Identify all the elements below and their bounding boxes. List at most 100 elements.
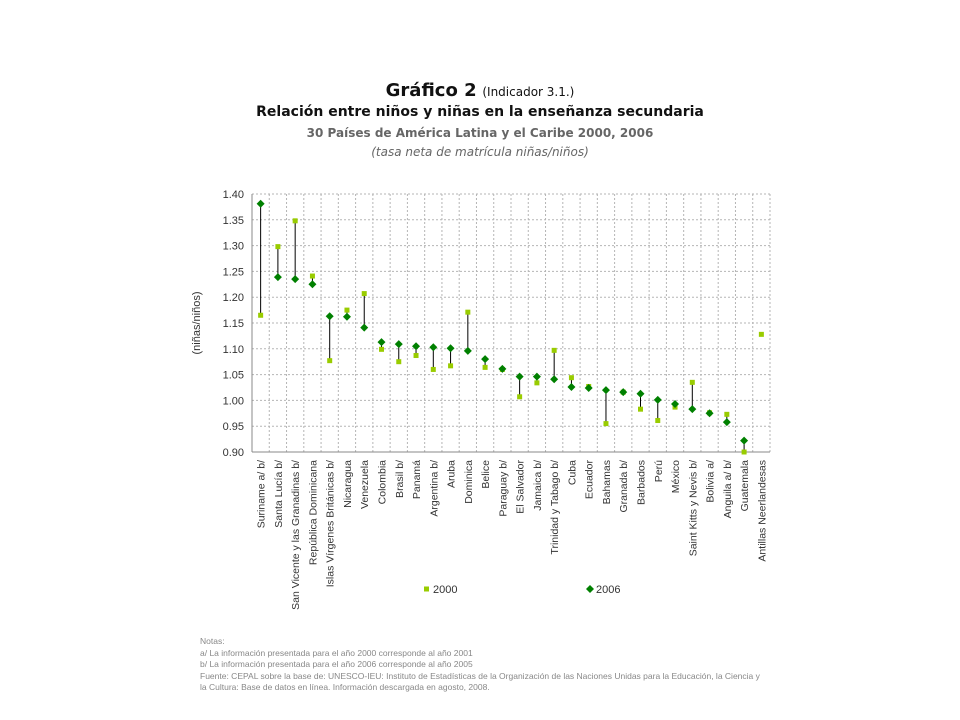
x-tick-label: Saint Kitts y Nevis b/	[687, 460, 699, 556]
point-2000	[741, 449, 747, 455]
y-tick-label: 0.90	[223, 447, 244, 459]
x-tick-label: Jamaica b/	[532, 460, 544, 511]
x-tick-label: Venezuela	[359, 460, 371, 509]
point-2006	[567, 382, 576, 391]
x-tick-label: Aruba	[446, 460, 458, 488]
x-tick-label: Bolivia a/	[705, 460, 717, 503]
x-tick-label: Brasil b/	[394, 460, 406, 498]
y-tick-label: 1.35	[223, 215, 244, 227]
point-2006	[532, 372, 541, 381]
chart-number-title: Gráfico 2 (Indicador 3.1.)	[0, 80, 960, 101]
note-source: Fuente: CEPAL sobre la base de: UNESCO-I…	[200, 670, 760, 693]
point-2006	[705, 409, 714, 418]
axes	[251, 194, 770, 453]
point-2000	[758, 331, 764, 337]
point-2006	[722, 418, 731, 427]
point-2000	[724, 411, 730, 417]
point-2000	[689, 379, 695, 385]
point-2006	[584, 384, 593, 393]
point-2000	[275, 244, 281, 250]
legend-label-2000: 2000	[433, 584, 457, 596]
point-2000	[309, 273, 315, 279]
point-2000	[413, 353, 419, 359]
chart-subtitle: 30 Países de América Latina y el Caribe …	[306, 126, 654, 140]
point-2006	[446, 344, 455, 353]
point-2006	[481, 355, 490, 364]
note-a: a/ La información presentada para el año…	[200, 647, 473, 658]
point-2006	[619, 388, 628, 397]
point-2000	[482, 364, 488, 370]
y-tick-label: 1.40	[223, 189, 244, 201]
x-tick-label: Santa Lucía b/	[273, 460, 285, 528]
x-tick-label: Perú	[653, 460, 665, 482]
point-2006	[291, 275, 300, 284]
x-tick-label: Antillas Neerlandesas	[756, 460, 768, 562]
legend-marker-2000	[424, 586, 429, 592]
x-tick-label: Paraguay b/	[497, 460, 509, 517]
grid	[251, 193, 771, 453]
x-tick-label: Trinidad y Tabago b/	[549, 460, 561, 555]
x-tick-label: Cuba	[566, 460, 578, 485]
point-2000	[534, 380, 540, 386]
note-b: b/ La información presentada para el año…	[200, 659, 473, 669]
point-2006	[601, 386, 610, 395]
point-2000	[327, 358, 333, 364]
point-2000	[568, 375, 574, 381]
point-2006	[463, 346, 472, 355]
x-tick-label: Dominica	[463, 460, 475, 504]
point-2000	[517, 394, 523, 400]
y-tick-label: 0.95	[223, 421, 244, 433]
point-2006	[498, 364, 507, 373]
notes-heading: Notas:	[200, 636, 225, 646]
point-2000	[465, 309, 471, 315]
y-tick-label: 1.05	[223, 370, 244, 382]
point-2000	[292, 218, 298, 224]
indicator-label: (Indicador 3.1.)	[482, 85, 575, 99]
point-2006	[688, 405, 697, 414]
point-2000	[361, 291, 367, 297]
x-tick-label: Barbados	[636, 460, 648, 505]
point-2000	[430, 366, 436, 372]
y-axis-label: (niñas/niños)	[191, 292, 203, 355]
y-tick-label: 1.10	[223, 344, 244, 356]
x-tick-label: Panamá	[411, 460, 423, 499]
y-tick-label: 1.25	[223, 266, 244, 278]
point-2006	[342, 312, 351, 321]
chart-number: Gráfico 2	[385, 80, 477, 101]
x-tick-label: Granada b/	[618, 460, 630, 513]
x-tick-label: San Vicente y las Granadinas b/	[290, 460, 302, 610]
point-2000	[379, 346, 384, 352]
point-2006	[429, 343, 438, 352]
chart-title: Relación entre niños y niñas en la enseñ…	[256, 104, 704, 120]
x-tick-label: Anguila a/ b/	[722, 460, 734, 518]
point-2006	[377, 338, 386, 347]
x-tick-label: Colombia	[377, 460, 389, 505]
x-tick-label: Belice	[480, 460, 492, 489]
point-2006	[550, 375, 559, 384]
x-tick-labels: Suriname a/ b/Santa Lucía b/San Vicente …	[256, 459, 769, 609]
x-tick-label: Islas Vírgenes Británicas b/	[325, 460, 337, 587]
legend: 2000 2006	[424, 584, 620, 596]
x-tick-label: Nicaragua	[342, 460, 354, 508]
point-2006	[360, 323, 369, 332]
point-2000	[551, 347, 557, 353]
legend-marker-2006	[586, 585, 594, 593]
point-2006	[325, 312, 334, 321]
y-tick-label: 1.00	[223, 395, 244, 407]
y-tick-label: 1.30	[223, 241, 244, 253]
point-2006	[740, 436, 749, 445]
point-2000	[448, 363, 454, 369]
point-2006	[515, 372, 524, 381]
point-2006	[308, 280, 317, 289]
series-2006-points	[256, 199, 749, 445]
point-2000	[638, 406, 643, 412]
point-2006	[256, 199, 265, 208]
x-tick-label: México	[670, 460, 682, 493]
x-tick-label: Guatemala	[739, 460, 751, 512]
y-tick-label: 1.15	[223, 318, 244, 330]
point-2000	[258, 312, 264, 318]
point-2000	[344, 307, 350, 313]
point-2000	[603, 421, 609, 427]
y-tick-labels: 1.40 1.35 1.30 1.25 1.20 1.15 1.10 1.05 1.00 0.95…	[223, 189, 244, 459]
